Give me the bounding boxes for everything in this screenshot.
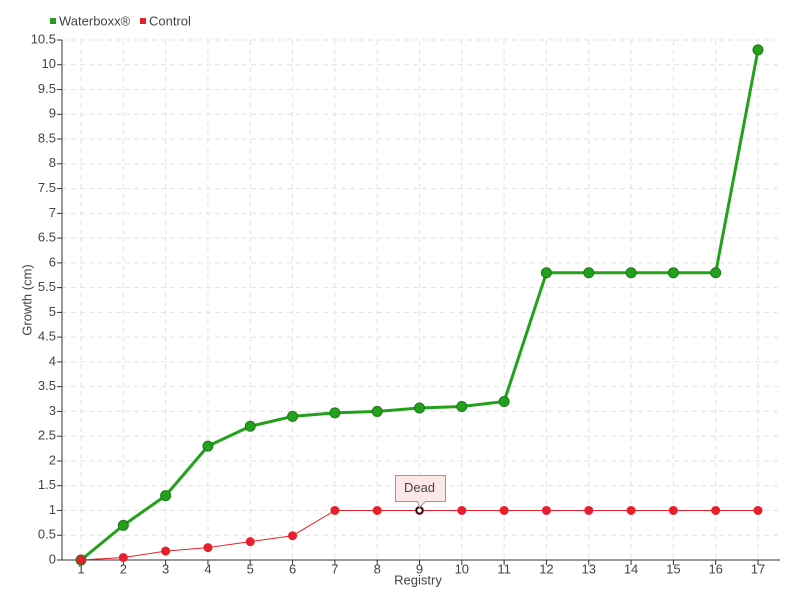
data-point (625, 267, 637, 279)
x-tick-label: 14 (624, 561, 638, 576)
data-point (626, 505, 636, 515)
x-tick-label: 3 (162, 561, 169, 576)
y-tick-label: 10.5 (31, 31, 56, 46)
data-point (753, 505, 763, 515)
data-point (245, 537, 255, 547)
legend-swatch (140, 18, 146, 24)
y-tick-label: 5 (49, 304, 56, 319)
x-axis-title: Registry (394, 572, 442, 587)
legend-swatch (50, 18, 56, 24)
data-point (541, 505, 551, 515)
y-tick-label: 10 (42, 56, 56, 71)
data-point (668, 505, 678, 515)
y-tick-label: 0 (49, 551, 56, 566)
data-point (329, 407, 341, 419)
x-tick-label: 6 (289, 561, 296, 576)
legend-label: Waterboxx® (59, 13, 131, 28)
data-point (203, 543, 213, 553)
annotation-marker (415, 506, 424, 515)
data-point (752, 44, 764, 56)
data-point (202, 440, 214, 452)
y-tick-label: 2.5 (38, 428, 56, 443)
data-point (244, 420, 256, 432)
y-tick-label: 8 (49, 155, 56, 170)
data-point (288, 531, 298, 541)
annotation-text: Dead (404, 480, 435, 495)
data-point (667, 267, 679, 279)
data-point (499, 505, 509, 515)
data-point (372, 505, 382, 515)
data-point (457, 505, 467, 515)
y-tick-label: 3.5 (38, 378, 56, 393)
x-tick-label: 1 (77, 561, 84, 576)
x-tick-label: 17 (751, 561, 765, 576)
x-tick-label: 11 (497, 561, 511, 576)
x-tick-label: 8 (374, 561, 381, 576)
y-tick-label: 9.5 (38, 81, 56, 96)
y-tick-label: 4.5 (38, 329, 56, 344)
data-point (710, 267, 722, 279)
y-axis-title: Growth (cm) (19, 264, 34, 336)
y-tick-label: 7.5 (38, 180, 56, 195)
x-tick-label: 7 (331, 561, 338, 576)
data-point (117, 519, 129, 531)
x-tick-label: 15 (666, 561, 680, 576)
data-point (371, 405, 383, 417)
annotation-box (395, 474, 446, 509)
x-tick-label: 5 (247, 561, 254, 576)
y-tick-label: 7 (49, 205, 56, 220)
data-point (160, 490, 172, 502)
y-tick-label: 5.5 (38, 279, 56, 294)
x-tick-label: 9 (416, 561, 423, 576)
y-tick-label: 1.5 (38, 477, 56, 492)
x-tick-label: 10 (455, 561, 469, 576)
y-tick-label: 6 (49, 254, 56, 269)
y-tick-label: 8.5 (38, 130, 56, 145)
y-tick-label: 9 (49, 106, 56, 121)
data-point (287, 410, 299, 422)
data-point (583, 267, 595, 279)
legend-label: Control (149, 13, 191, 28)
y-tick-label: 2 (49, 452, 56, 467)
data-point (711, 505, 721, 515)
y-tick-label: 4 (49, 353, 56, 368)
y-tick-label: 1 (49, 502, 56, 517)
data-point (540, 267, 552, 279)
x-tick-label: 12 (539, 561, 553, 576)
x-tick-label: 4 (204, 561, 211, 576)
y-tick-label: 0.5 (38, 527, 56, 542)
y-tick-label: 6.5 (38, 230, 56, 245)
x-tick-label: 16 (708, 561, 722, 576)
data-point (456, 400, 468, 412)
data-point (330, 505, 340, 515)
data-point (76, 555, 86, 565)
data-point (584, 505, 594, 515)
data-point (498, 396, 510, 408)
x-tick-label: 13 (582, 561, 596, 576)
data-point (118, 553, 128, 563)
y-tick-label: 3 (49, 403, 56, 418)
data-point (161, 546, 171, 556)
x-tick-label: 2 (120, 561, 127, 576)
data-point (414, 402, 425, 414)
